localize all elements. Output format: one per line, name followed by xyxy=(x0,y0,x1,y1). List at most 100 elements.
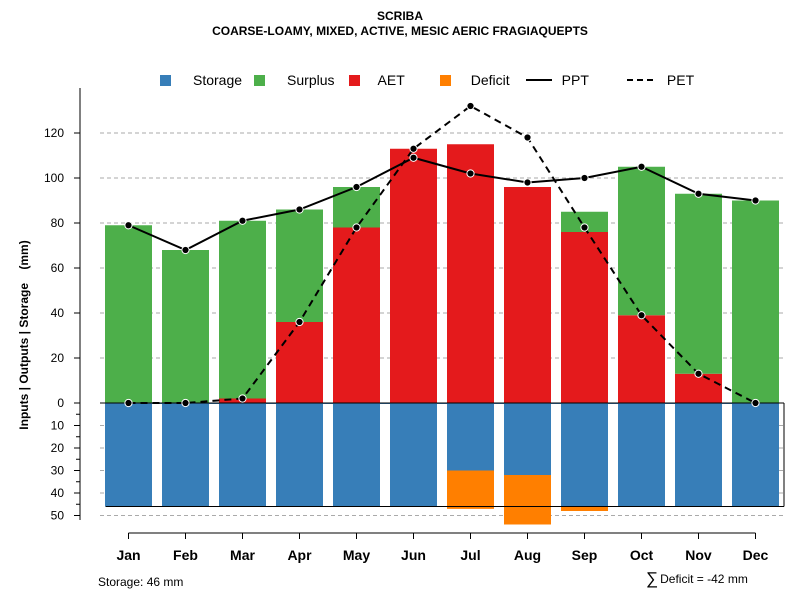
ppt-point xyxy=(295,205,304,214)
column-gap xyxy=(323,404,333,507)
aet-bar xyxy=(447,144,494,403)
aet-bar xyxy=(618,315,665,403)
y-tick-label-upper: 100 xyxy=(44,171,64,185)
storage-bar xyxy=(675,403,722,507)
y-tick-label-upper: 60 xyxy=(51,261,65,275)
storage-bar xyxy=(390,403,437,498)
pet-point xyxy=(637,311,646,320)
legend-swatch-aet xyxy=(348,74,360,86)
surplus-bar xyxy=(219,220,266,399)
chart-subtitle: COARSE-LOAMY, MIXED, ACTIVE, MESIC AERIC… xyxy=(212,24,588,38)
legend-item-deficit: Deficit xyxy=(439,72,510,88)
aet-bar xyxy=(333,227,380,403)
pet-point xyxy=(694,369,703,378)
legend-item-storage: Storage xyxy=(160,72,242,88)
x-tick-label: Jan xyxy=(116,547,140,563)
column-gap xyxy=(209,404,219,507)
legend-item-aet: AET xyxy=(348,72,405,88)
aet-bar xyxy=(276,322,323,403)
legend-swatch-deficit xyxy=(439,74,451,86)
x-tick-label: May xyxy=(343,547,370,563)
ppt-point xyxy=(694,189,703,198)
deficit-bar xyxy=(561,506,608,511)
pet-point xyxy=(352,223,361,232)
storage-bar xyxy=(447,403,494,471)
storage-bar xyxy=(618,403,665,507)
legend-swatch-storage xyxy=(160,74,171,86)
column-gap xyxy=(722,404,732,507)
legend-label-aet: AET xyxy=(377,72,405,88)
column-gap xyxy=(437,404,447,507)
column-gap xyxy=(608,404,618,507)
pet-point xyxy=(295,317,304,327)
legend-label-pet: PET xyxy=(666,72,695,88)
surplus-bar xyxy=(732,200,779,403)
surplus-bar xyxy=(675,193,722,374)
x-tick-label: Oct xyxy=(630,547,654,563)
ppt-point xyxy=(580,173,589,183)
y-tick-label-upper: 40 xyxy=(51,306,65,320)
chart-title: SCRIBA xyxy=(376,9,423,23)
legend-line-pet xyxy=(626,79,653,81)
y-axis-label: Inputs | Outputs | Storage (mm) xyxy=(17,240,31,429)
storage-bar xyxy=(333,403,380,507)
legend-swatch-surplus xyxy=(254,74,266,86)
y-tick-label-lower: 50 xyxy=(51,509,65,523)
legend: Storage Surplus AET Deficit PPT PET xyxy=(160,70,694,90)
legend-label-surplus: Surplus xyxy=(287,72,335,88)
x-tick-label: Nov xyxy=(685,547,712,563)
pet-point xyxy=(124,398,133,408)
ppt-point xyxy=(124,221,133,230)
y-tick-label-upper: 120 xyxy=(44,126,64,140)
y-tick-label-upper: 0 xyxy=(57,396,64,410)
legend-label-storage: Storage xyxy=(193,72,243,88)
y-tick-label-upper: 20 xyxy=(51,351,65,365)
x-tick-label: Apr xyxy=(287,547,312,563)
y-tick-label-lower: 20 xyxy=(51,441,65,455)
aet-bar xyxy=(390,148,437,403)
ppt-point xyxy=(181,245,190,255)
deficit-bar xyxy=(447,470,494,509)
surplus-bar xyxy=(618,166,665,316)
storage-bar xyxy=(219,403,266,507)
pet-point xyxy=(751,398,760,408)
surplus-bar xyxy=(105,225,152,403)
storage-bar xyxy=(504,403,551,475)
storage-bar xyxy=(276,403,323,507)
aet-bar xyxy=(504,187,551,403)
ppt-point xyxy=(751,196,760,205)
pet-point xyxy=(181,398,190,408)
legend-label-deficit: Deficit xyxy=(470,72,510,88)
column-gap xyxy=(551,404,561,507)
legend-item-surplus: Surplus xyxy=(254,72,335,88)
legend-item-pet: PET xyxy=(626,72,695,88)
storage-note: Storage: 46 mm xyxy=(98,575,184,589)
storage-bar xyxy=(732,403,779,507)
ppt-line xyxy=(128,156,756,252)
ppt-point xyxy=(523,178,532,187)
ppt-point xyxy=(352,182,361,192)
column-gap xyxy=(494,404,504,507)
legend-line-ppt xyxy=(525,79,552,81)
ppt-point xyxy=(238,216,247,225)
pet-point xyxy=(238,394,247,403)
x-tick-label: Feb xyxy=(173,547,198,563)
storage-bar xyxy=(561,403,608,507)
x-tick-label: Jun xyxy=(401,547,426,563)
y-tick-label-lower: 10 xyxy=(51,419,65,433)
x-tick-label: Aug xyxy=(514,547,541,563)
aet-bar xyxy=(675,373,722,403)
column-gap xyxy=(665,404,675,507)
x-tick-label: Jul xyxy=(460,547,480,563)
y-tick-label-lower: 40 xyxy=(51,486,65,500)
column-gap xyxy=(152,404,162,507)
surplus-bar xyxy=(276,209,323,322)
legend-label-ppt: PPT xyxy=(561,72,589,88)
aet-bar xyxy=(561,232,608,403)
pet-point xyxy=(466,101,475,111)
deficit-note: ∑ Deficit = -42 mm xyxy=(646,569,748,589)
deficit-note-text: Deficit = -42 mm xyxy=(660,572,748,586)
surplus-bar xyxy=(561,211,608,232)
storage-bar xyxy=(162,403,209,507)
